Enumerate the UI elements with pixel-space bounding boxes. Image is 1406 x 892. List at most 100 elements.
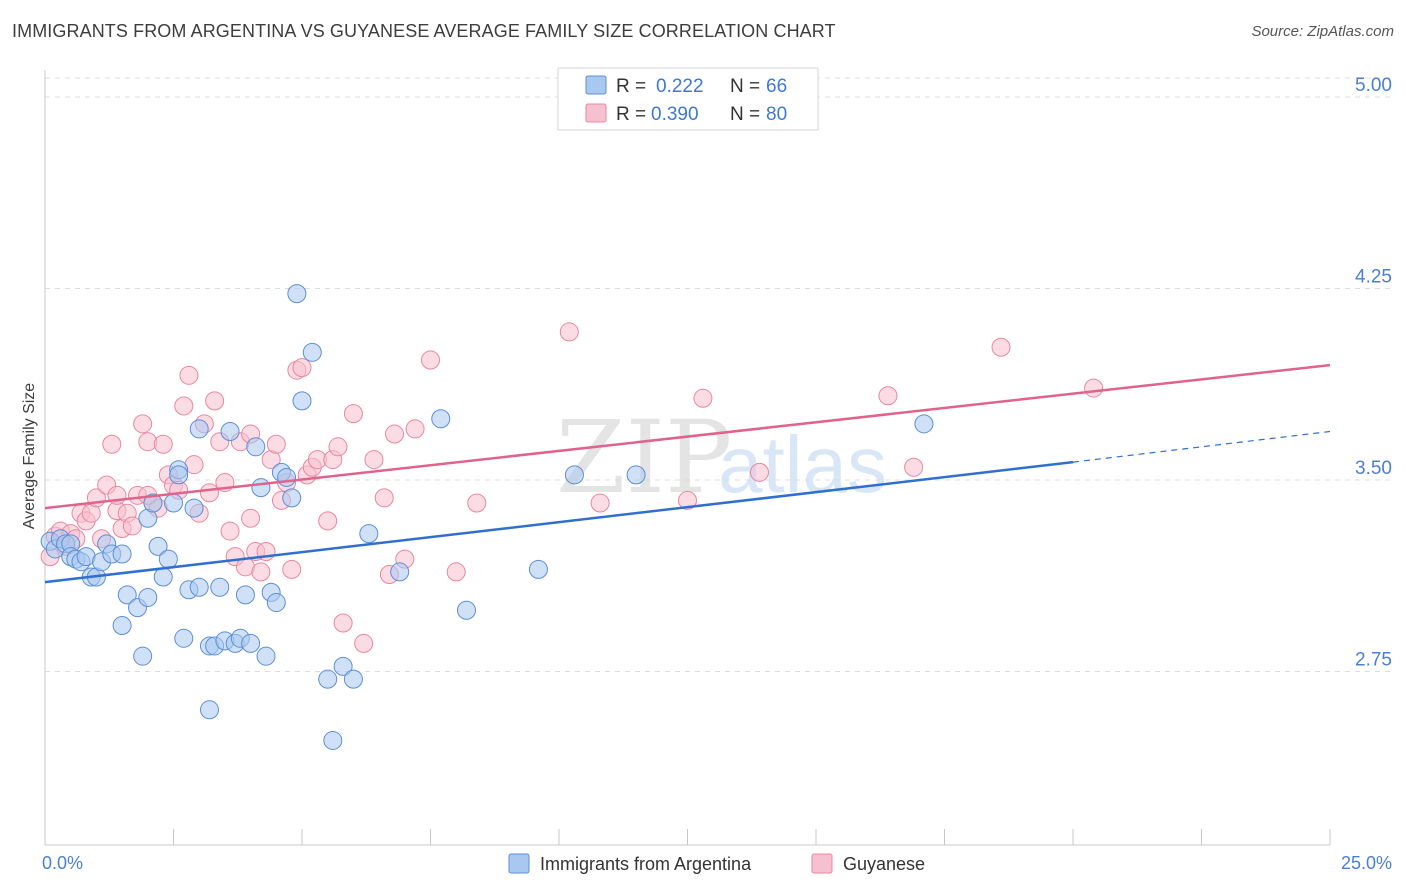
legend-bottom-label-argentina: Immigrants from Argentina xyxy=(540,854,752,874)
guyanese-point xyxy=(421,350,440,370)
argentina-point xyxy=(359,524,379,544)
argentina-point xyxy=(323,730,343,750)
guyanese-point xyxy=(220,521,240,541)
argentina-point xyxy=(246,437,266,457)
argentina-point xyxy=(564,465,584,485)
argentina-point xyxy=(220,421,240,441)
argentina-point xyxy=(210,577,230,597)
x-tick-labels: 0.0% 25.0% xyxy=(42,853,1392,873)
argentina-point xyxy=(528,559,548,579)
guyanese-point xyxy=(292,358,312,378)
legend-n-value-1: 66 xyxy=(766,76,787,97)
guyanese-point xyxy=(1084,378,1104,398)
legend-r-label-2: R = xyxy=(616,104,646,125)
watermark-zip: ZIP xyxy=(556,399,732,516)
legend-bottom-label-guyanese: Guyanese xyxy=(843,854,925,874)
argentina-point xyxy=(117,585,137,605)
guyanese-point xyxy=(241,508,261,528)
argentina-point xyxy=(164,493,183,513)
argentina-point xyxy=(199,700,219,720)
guyanese-point xyxy=(153,434,173,454)
guyanese-point xyxy=(122,516,142,536)
gridlines xyxy=(45,77,1392,672)
legend-n-label-2: N = xyxy=(730,104,760,125)
argentina-trend-line xyxy=(44,460,1074,584)
guyanese-point xyxy=(467,493,487,513)
argentina-point xyxy=(133,646,153,666)
guyanese-point xyxy=(328,437,348,457)
argentina-point xyxy=(333,656,353,676)
argentina-point xyxy=(184,498,204,518)
argentina-point xyxy=(112,544,132,564)
guyanese-point xyxy=(678,490,697,510)
y-tick-label: 4.25 xyxy=(1355,267,1392,288)
guyanese-point xyxy=(174,396,194,416)
argentina-point xyxy=(138,587,158,607)
argentina-point xyxy=(241,633,261,653)
source-credit: Source: ZipAtlas.com xyxy=(1251,23,1394,40)
guyanese-point xyxy=(199,483,219,503)
x-tick-label: 0.0% xyxy=(42,853,83,873)
argentina-point xyxy=(292,391,312,411)
guyanese-point xyxy=(179,365,199,385)
legend-top: R = 0.222 N = 66 R = 0.390 N = 80 xyxy=(557,67,819,131)
guyanese-point xyxy=(282,559,302,579)
argentina-point xyxy=(282,488,302,508)
guyanese-point xyxy=(904,457,924,477)
y-tick-label: 3.50 xyxy=(1355,458,1392,479)
guyanese-point xyxy=(446,562,466,582)
guyanese-point xyxy=(374,488,394,508)
guyanese-point xyxy=(205,391,225,411)
guyanese-point xyxy=(590,493,610,513)
argentina-point xyxy=(390,562,410,582)
guyanese-point xyxy=(405,419,425,439)
watermark-atlas: atlas xyxy=(718,420,887,509)
guyanese-point xyxy=(251,562,271,582)
x-tick-label: 25.0% xyxy=(1341,853,1392,873)
axes xyxy=(44,70,1331,846)
argentina-point xyxy=(318,669,338,689)
argentina-point xyxy=(235,585,255,605)
guyanese-point xyxy=(102,434,122,454)
legend-bottom-swatch-argentina xyxy=(508,853,530,874)
argentina-point xyxy=(287,284,307,304)
argentina-point xyxy=(153,567,173,587)
legend-r-value-2: 0.390 xyxy=(651,104,699,125)
y-tick-label: 2.75 xyxy=(1355,650,1392,671)
trend-lines xyxy=(44,363,1331,584)
legend-bottom: Immigrants from Argentina Guyanese xyxy=(508,853,925,874)
argentina-point xyxy=(302,342,322,362)
guyanese-point xyxy=(266,434,286,454)
argentina-point xyxy=(251,478,271,498)
chart-title: IMMIGRANTS FROM ARGENTINA VS GUYANESE AV… xyxy=(12,21,836,41)
argentina-point xyxy=(169,465,189,485)
argentina-point xyxy=(431,409,451,429)
y-tick-label: 5.00 xyxy=(1355,75,1392,96)
guyanese-point xyxy=(385,424,405,444)
y-tick-labels: 2.75 3.50 4.25 5.00 xyxy=(1355,75,1392,671)
legend-r-label-1: R = xyxy=(616,76,646,97)
argentina-point xyxy=(277,467,297,487)
legend-swatch-guyanese xyxy=(585,103,607,123)
guyanese-point xyxy=(333,613,353,633)
legend-swatch-argentina xyxy=(585,75,607,95)
argentina-point xyxy=(456,600,476,620)
argentina-point xyxy=(256,646,276,666)
guyanese-point xyxy=(693,388,713,408)
argentina-point xyxy=(174,628,194,648)
argentina-point xyxy=(189,419,209,439)
guyanese-point xyxy=(318,511,338,531)
legend-n-value-2: 80 xyxy=(766,104,787,125)
argentina-points xyxy=(40,284,934,750)
argentina-point xyxy=(343,669,363,689)
argentina-point xyxy=(158,549,178,569)
legend-n-label-1: N = xyxy=(730,76,760,97)
guyanese-point xyxy=(343,404,363,424)
argentina-point xyxy=(266,593,286,613)
argentina-point xyxy=(189,577,209,597)
argentina-point xyxy=(143,493,163,513)
guyanese-point xyxy=(559,322,579,342)
guyanese-point xyxy=(364,450,384,470)
y-axis-label: Average Family Size xyxy=(21,383,38,530)
argentina-point xyxy=(626,465,646,485)
